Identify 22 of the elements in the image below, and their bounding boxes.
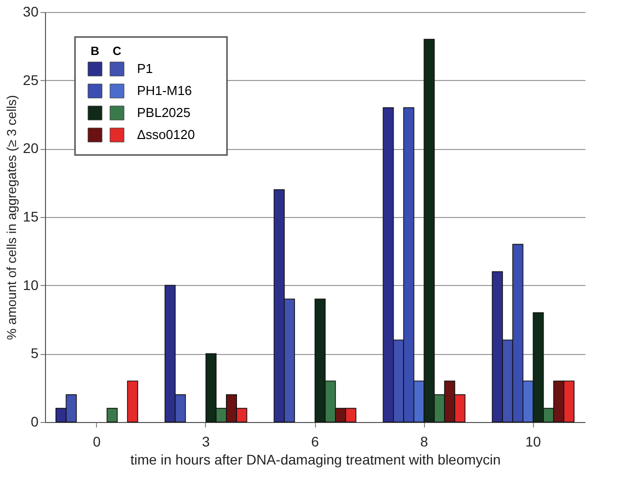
y-tick-label: 20	[22, 140, 39, 156]
y-tick-label: 25	[22, 72, 39, 88]
bar	[127, 380, 138, 422]
x-tick-label: 6	[311, 434, 320, 450]
legend-label: PH1-M16	[137, 83, 192, 98]
y-tick-label: 30	[22, 4, 39, 20]
x-axis-title: time in hours after DNA-damaging treatment with bleomycin	[130, 452, 501, 468]
y-tick-label: 15	[22, 208, 39, 224]
y-axis-title: % amount of cells in aggregates (≥ 3 cells)	[4, 95, 19, 340]
x-tick-label: 10	[525, 434, 542, 450]
y-tick-label: 0	[30, 414, 39, 430]
legend-label: Δsso0120	[137, 127, 195, 142]
x-tick-label: 8	[420, 434, 428, 450]
legend-label: P1	[137, 61, 153, 76]
bar	[106, 408, 118, 422]
annotation: C	[112, 44, 122, 58]
x-tick-label: 3	[202, 434, 210, 450]
legend-label: PBL2025	[137, 105, 190, 120]
y-tick-label: 5	[30, 345, 39, 362]
x-tick-label: 0	[92, 434, 101, 450]
annotation: B	[90, 44, 100, 58]
y-tick-label: 10	[22, 276, 39, 293]
